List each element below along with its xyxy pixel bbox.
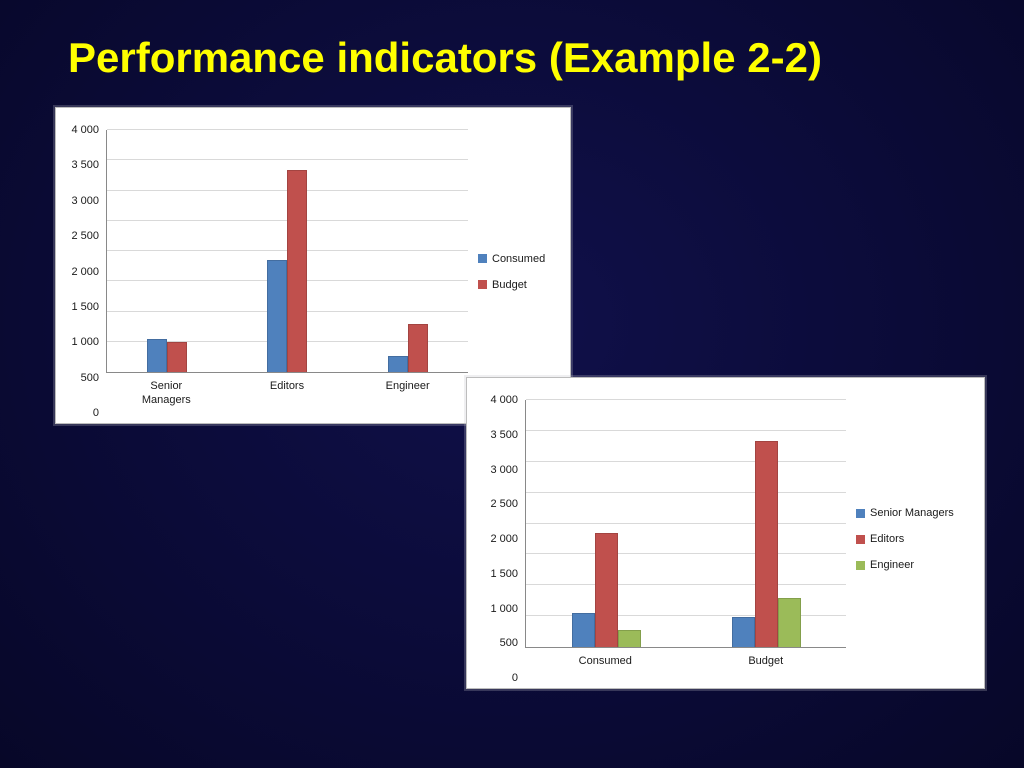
plot-area xyxy=(525,399,846,648)
legend: Senior Managers Editors Engineer xyxy=(846,400,974,678)
y-axis-tick-label: 1 500 xyxy=(71,300,99,313)
legend-label: Senior Managers xyxy=(870,507,954,519)
bar-group-budget xyxy=(686,400,846,647)
legend-swatch-icon xyxy=(478,254,487,263)
bar-budget-senior-managers xyxy=(167,342,188,372)
bar-engineer-budget xyxy=(777,598,801,647)
plot-wrapper: Senior Managers Editors Engineer xyxy=(106,129,468,413)
bar-editors-budget xyxy=(754,440,778,647)
bar-group-senior-managers xyxy=(107,130,227,372)
chart-area: 0 500 1 000 1 500 2 000 2 500 3 000 3 500 4 000 … xyxy=(56,108,570,423)
legend: Consumed Budget xyxy=(468,130,560,413)
plot-area xyxy=(106,129,468,373)
legend-swatch-icon xyxy=(856,534,865,544)
legend-item-engineer: Engineer xyxy=(856,559,974,571)
y-axis-tick-label: 0 xyxy=(511,672,518,684)
bar-group-engineer xyxy=(348,130,468,372)
legend-item-senior-managers: Senior Managers xyxy=(856,507,974,519)
y-axis-tick-label: 1 000 xyxy=(490,602,518,615)
bar-consumed-engineer xyxy=(387,355,408,372)
x-axis-category-label: Editors xyxy=(269,380,305,392)
legend-item-budget: Budget xyxy=(478,279,560,291)
bar-senior-managers-budget xyxy=(731,616,755,647)
bar-group-consumed xyxy=(526,400,686,647)
gridline xyxy=(526,522,846,524)
legend-swatch-icon xyxy=(856,508,865,518)
x-axis-category-label: Senior Managers xyxy=(141,380,191,407)
legend-swatch-icon xyxy=(856,560,865,570)
y-axis-tick-label: 2 000 xyxy=(490,533,518,545)
y-axis-tick-label: 4 000 xyxy=(490,394,518,406)
chart-panel-by-measure: 0 500 1 000 1 500 2 000 2 500 3 000 3 500 4 000 … xyxy=(466,377,985,689)
x-axis-category-label: Engineer xyxy=(385,380,430,392)
x-axis-category-label: Budget xyxy=(748,655,784,667)
bar-editors-consumed xyxy=(594,532,618,647)
bar-budget-editors xyxy=(287,169,308,372)
y-axis: 0 500 1 000 1 500 2 000 2 500 3 000 3 500 4 000 xyxy=(473,394,525,684)
y-axis-tick-label: 3 500 xyxy=(71,159,99,172)
y-axis-tick-label: 2 500 xyxy=(71,230,99,243)
gridline xyxy=(526,584,846,586)
legend-swatch-icon xyxy=(478,280,487,289)
gridline xyxy=(107,129,468,130)
y-axis-tick-label: 0 xyxy=(92,407,99,419)
x-axis: Senior Managers Editors Engineer xyxy=(106,373,468,413)
y-axis-tick-label: 1 000 xyxy=(71,336,99,349)
y-axis-tick-label: 500 xyxy=(499,637,518,650)
chart-area: 0 500 1 000 1 500 2 000 2 500 3 000 3 500 4 000 … xyxy=(467,378,984,688)
legend-label: Engineer xyxy=(870,559,915,571)
y-axis-tick-label: 500 xyxy=(80,371,99,384)
y-axis-tick-label: 2 000 xyxy=(71,265,99,278)
gridline xyxy=(526,429,846,431)
bar-consumed-senior-managers xyxy=(147,338,168,372)
y-axis-tick-label: 3 500 xyxy=(490,428,518,441)
bar-budget-engineer xyxy=(407,324,428,372)
gridline xyxy=(526,460,846,462)
y-axis-tick-label: 2 500 xyxy=(490,498,518,511)
gridline xyxy=(526,399,846,400)
plot-wrapper: Consumed Budget xyxy=(525,399,846,678)
x-axis-category-label: Consumed xyxy=(578,655,632,667)
y-axis-tick-label: 3 000 xyxy=(71,194,99,207)
legend-item-editors: Editors xyxy=(856,533,974,545)
gridline xyxy=(526,553,846,555)
legend-label: Budget xyxy=(492,278,527,291)
x-axis: Consumed Budget xyxy=(525,648,846,678)
y-axis-tick-label: 4 000 xyxy=(71,124,99,136)
bar-group-editors xyxy=(227,130,347,372)
legend-label: Consumed xyxy=(492,252,546,265)
bar-senior-managers-consumed xyxy=(571,613,595,647)
y-axis-tick-label: 1 500 xyxy=(490,567,518,580)
bar-consumed-editors xyxy=(267,260,288,372)
gridline xyxy=(526,491,846,493)
bar-engineer-consumed xyxy=(617,630,641,647)
legend-label: Editors xyxy=(870,533,905,545)
chart-panel-by-role: 0 500 1 000 1 500 2 000 2 500 3 000 3 500 4 000 … xyxy=(55,107,571,424)
gridline xyxy=(526,615,846,617)
slide-title: Performance indicators (Example 2-2) xyxy=(68,34,822,81)
legend-item-consumed: Consumed xyxy=(478,253,560,265)
y-axis: 0 500 1 000 1 500 2 000 2 500 3 000 3 500 4 000 xyxy=(62,124,106,419)
gridline xyxy=(107,159,468,161)
y-axis-tick-label: 3 000 xyxy=(490,463,518,476)
